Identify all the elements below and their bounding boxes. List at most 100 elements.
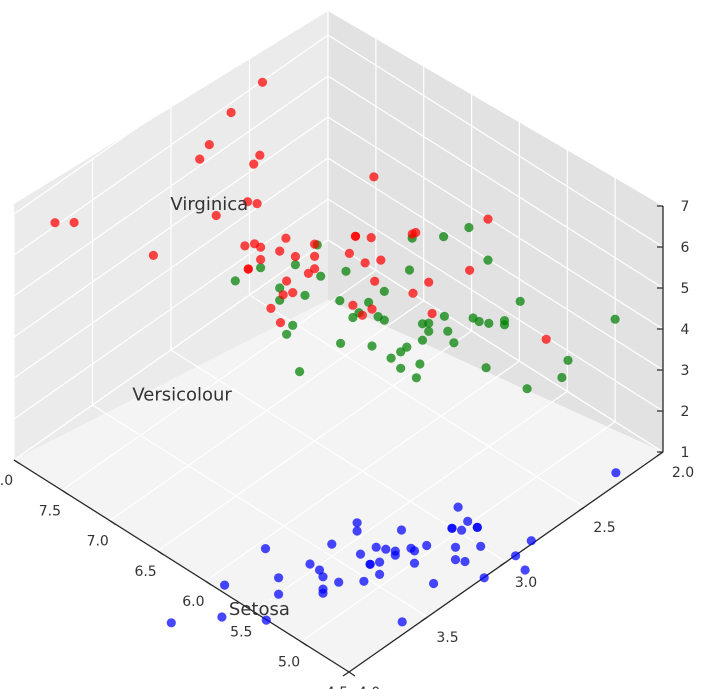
data-point [381, 544, 391, 554]
data-point [386, 353, 396, 363]
data-point [453, 502, 463, 512]
x-tick-label: 5.0 [278, 655, 300, 671]
gridline-z-left [13, 116, 329, 338]
data-point [484, 318, 494, 328]
data-point [450, 555, 461, 565]
gridline-z-right [327, 116, 664, 330]
data-point [274, 589, 284, 599]
data-point [429, 578, 439, 589]
data-point [275, 246, 285, 256]
tick-labels: 4.5 5.0 5.5 6.0 6.5 7.0 7.5 8.0 2.0 2.5 3.0 3.5 4.0 1… [0, 199, 694, 689]
data-point [457, 525, 467, 535]
data-point [243, 264, 253, 274]
data-point [472, 522, 482, 533]
x-axis-line [13, 459, 350, 673]
data-point [303, 268, 313, 278]
data-point [483, 255, 493, 265]
data-point [314, 565, 325, 575]
cluster-label: Setosa [229, 599, 290, 620]
gridline-z-left [13, 157, 329, 379]
data-point [557, 372, 567, 383]
data-point [274, 573, 284, 583]
x-tick-label: 7.5 [39, 503, 61, 519]
data-point [257, 77, 268, 87]
data-point [526, 536, 536, 546]
data-point [282, 276, 292, 286]
data-point [439, 311, 449, 321]
data-point [288, 288, 298, 298]
x-tick-mark [109, 520, 117, 526]
x-tick-label: 4.5 [326, 685, 348, 689]
data-point [278, 290, 288, 300]
data-point [282, 329, 292, 339]
data-point [148, 250, 158, 260]
data-point [316, 271, 326, 281]
data-point [275, 318, 286, 328]
y-tick-label: 3.0 [515, 575, 537, 591]
data-point [396, 363, 406, 373]
data-point [373, 312, 383, 322]
z-tick-label: 1 [681, 445, 690, 461]
data-point [417, 319, 428, 329]
data-point [348, 300, 358, 310]
data-point [520, 565, 530, 575]
data-point [217, 612, 227, 622]
data-point [352, 518, 362, 528]
x-tick-mark [205, 580, 212, 586]
data-point [375, 557, 385, 567]
data-point [350, 231, 361, 241]
data-point [344, 248, 354, 258]
y-tick-mark [499, 561, 507, 567]
data-point [396, 347, 406, 357]
data-point [318, 572, 328, 582]
data-point [367, 341, 377, 351]
data-point [252, 199, 262, 209]
data-point [376, 255, 386, 265]
data-point [352, 526, 362, 536]
gridline-z-right [327, 34, 664, 248]
cluster-labels: Setosa Versicolour Virginica [132, 194, 290, 620]
data-point [310, 239, 320, 249]
data-point [365, 559, 375, 569]
data-point [281, 233, 291, 243]
gridline-y-floor [249, 294, 585, 508]
pane-right [328, 11, 663, 452]
data-point [300, 290, 310, 300]
data-point [522, 384, 532, 394]
x-tick-mark [13, 459, 21, 465]
data-point [424, 326, 434, 336]
data-point [310, 251, 320, 261]
x-tick-mark [348, 671, 356, 677]
data-point [483, 214, 493, 224]
y-tick-label: 2.0 [672, 465, 694, 481]
z-tick-label: 5 [681, 281, 690, 297]
data-point [367, 304, 377, 314]
data-points [50, 77, 621, 628]
y-tick-mark [656, 451, 664, 457]
data-point [290, 260, 300, 270]
data-point [510, 551, 521, 561]
data-point [424, 277, 434, 287]
data-point [439, 232, 449, 242]
data-point [449, 338, 459, 348]
data-point [417, 335, 428, 345]
data-point [355, 549, 366, 559]
data-point [447, 523, 457, 533]
data-point [288, 320, 298, 330]
data-point [371, 542, 381, 552]
data-point [476, 541, 486, 552]
gridline-z-right [327, 157, 664, 371]
data-point [305, 559, 315, 569]
x-tick-label: 7.0 [87, 534, 109, 550]
gridline-z-left [13, 198, 329, 420]
data-point [327, 539, 337, 549]
y-tick-label: 3.5 [436, 630, 458, 646]
data-point [464, 222, 474, 233]
data-point [360, 258, 370, 268]
data-point [256, 263, 266, 273]
data-point [166, 618, 176, 628]
data-point [195, 154, 205, 164]
gridline-z-right [336, 0, 664, 207]
data-point [611, 468, 621, 478]
gridline-z-left [13, 239, 329, 461]
